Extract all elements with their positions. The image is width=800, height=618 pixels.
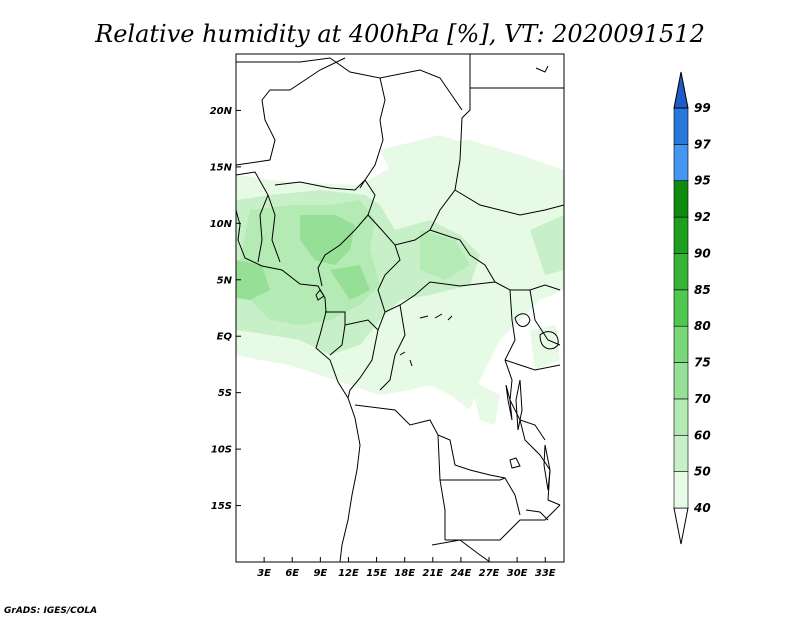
colorbar-level-label: 97 xyxy=(694,137,711,151)
lat-tick-label: 15S xyxy=(211,501,232,512)
lat-tick-label: 5N xyxy=(217,275,233,286)
colorbar-segment xyxy=(673,289,689,327)
colorbar-level-label: 90 xyxy=(694,246,711,260)
lat-tick-label: 20N xyxy=(210,106,233,117)
grads-credit: GrADS: IGES/COLA xyxy=(4,606,97,616)
lon-tick-label: 15E xyxy=(366,568,387,579)
longitude-axis: 3E 6E 9E 12E 15E 18E 21E 24E 27E 30E 33E xyxy=(257,557,556,579)
colorbar-segment xyxy=(673,180,689,218)
colorbar-segment xyxy=(673,144,689,182)
lat-tick-label: 5S xyxy=(218,388,232,399)
lon-tick-label: 30E xyxy=(507,568,528,579)
colorbar-level-label: 99 xyxy=(694,101,711,115)
colorbar-level-label: 40 xyxy=(693,501,711,515)
lon-tick-label: 9E xyxy=(313,568,327,579)
colorbar-upper-arrow xyxy=(673,71,689,109)
map-title: Relative humidity at 400hPa [%], VT: 202… xyxy=(94,20,705,48)
map-frame xyxy=(235,53,565,563)
lat-tick-label: 10S xyxy=(211,445,232,456)
colorbar-level-label: 50 xyxy=(694,465,711,479)
colorbar-segment xyxy=(673,325,689,363)
colorbar-segment xyxy=(673,362,689,400)
colorbar-level-label: 80 xyxy=(694,319,711,333)
lon-tick-label: 18E xyxy=(394,568,415,579)
coastlines-borders xyxy=(236,54,564,562)
lon-tick-label: 33E xyxy=(535,568,556,579)
lat-tick-label: EQ xyxy=(217,332,233,343)
colorbar-segment xyxy=(673,434,689,472)
lon-tick-label: 21E xyxy=(422,568,443,579)
colorbar-level-label: 70 xyxy=(694,392,711,406)
humidity-shading xyxy=(236,135,564,425)
lat-tick-label: 10N xyxy=(210,219,233,230)
colorbar-level-label: 95 xyxy=(694,174,711,188)
map-area: 20N 15N 10N 5N EQ 5S 10S 15S 3E 6E 9E 12E 15E 18E 21E… xyxy=(210,53,565,579)
colorbar-segment xyxy=(673,216,689,254)
lon-tick-label: 3E xyxy=(257,568,271,579)
colorbar-level-label: 75 xyxy=(694,356,711,370)
lon-tick-label: 12E xyxy=(338,568,359,579)
colorbar-segment xyxy=(673,253,689,291)
lat-tick-label: 15N xyxy=(210,162,233,173)
colorbar: 40 50 60 70 75 80 85 90 92 95 97 99 xyxy=(673,71,711,545)
lon-tick-label: 27E xyxy=(479,568,500,579)
colorbar-segment xyxy=(673,107,689,145)
colorbar-lower-arrow xyxy=(673,507,689,545)
colorbar-level-label: 92 xyxy=(694,210,711,224)
colorbar-level-label: 60 xyxy=(694,428,711,442)
lon-tick-label: 24E xyxy=(451,568,472,579)
latitude-axis: 20N 15N 10N 5N EQ 5S 10S 15S xyxy=(210,106,241,512)
colorbar-segment xyxy=(673,471,689,509)
colorbar-level-label: 85 xyxy=(694,283,711,297)
lon-tick-label: 6E xyxy=(285,568,299,579)
colorbar-segment xyxy=(673,398,689,436)
